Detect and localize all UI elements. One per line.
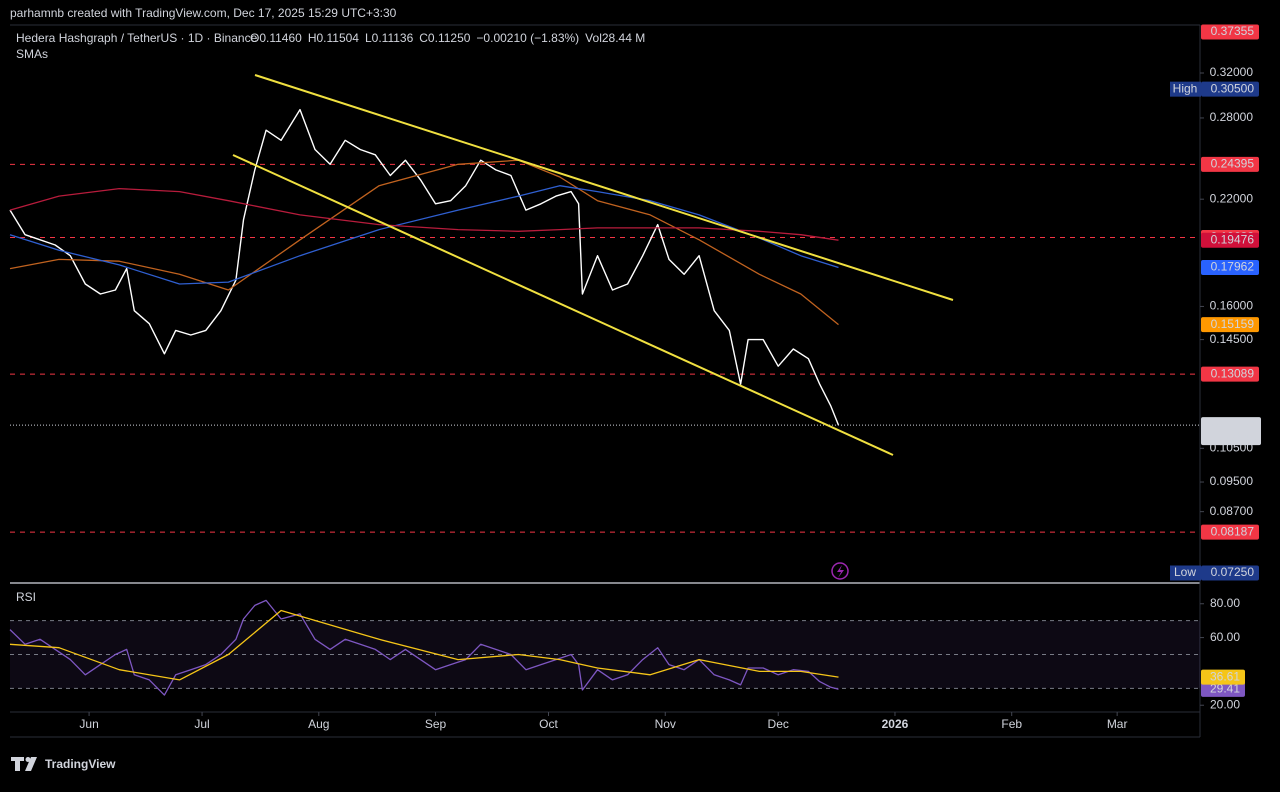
price-label-box xyxy=(1201,317,1259,333)
x-tick-label: Sep xyxy=(425,717,447,731)
rsi-value-label: 36.61 xyxy=(1210,669,1240,683)
logo-mark xyxy=(25,757,37,771)
brand-logo: TradingView xyxy=(11,757,116,771)
trendline xyxy=(232,154,894,456)
x-tick-label: 2026 xyxy=(882,717,909,731)
plot-layer: O0.11460 H0.11504 L0.11136 C0.11250 −0.00210… xyxy=(9,24,1261,731)
y-tick-label: 0.16000 xyxy=(1210,299,1254,313)
price-label-box xyxy=(1201,24,1259,40)
price-label: 0.08187 xyxy=(1211,524,1255,538)
x-tick-label: Mar xyxy=(1107,717,1128,731)
x-tick-label: Dec xyxy=(768,717,789,731)
price-label: 0.37355 xyxy=(1211,24,1255,38)
y-tick-label: 0.32000 xyxy=(1210,65,1254,79)
y-tick-label: 0.14500 xyxy=(1210,332,1254,346)
rsi-title: RSI xyxy=(16,590,36,604)
series-line xyxy=(9,185,839,285)
x-tick-label: Feb xyxy=(1001,717,1022,731)
price-label: 0.17962 xyxy=(1211,260,1255,274)
series-line xyxy=(9,108,840,426)
frame xyxy=(10,24,1201,738)
ohlc-value: −0.00210 (−1.83%) xyxy=(476,31,579,45)
series-line xyxy=(9,609,839,681)
price-label-box xyxy=(1201,232,1259,248)
rsi-value-box xyxy=(1201,669,1245,685)
price-label: 0.19476 xyxy=(1211,232,1255,246)
y-tick-label: 20.00 xyxy=(1210,697,1240,711)
countdown: 12:00:46 xyxy=(1210,430,1257,444)
price-label-box xyxy=(1201,565,1259,581)
y-tick-label: 0.22000 xyxy=(1210,191,1254,205)
price-label-box xyxy=(1201,259,1259,275)
ohlc-value: L0.11136 xyxy=(365,31,414,45)
price-label: 0.30500 xyxy=(1211,81,1255,95)
ohlc-value: O0.11460 xyxy=(250,31,302,45)
event-circle xyxy=(831,562,849,580)
price-label: 0.13089 xyxy=(1211,366,1255,380)
trendline xyxy=(254,74,954,301)
last-price-label: 0.11250 xyxy=(1212,417,1255,431)
price-label: 0.24395 xyxy=(1211,157,1255,171)
x-tick-label: Aug xyxy=(308,717,329,731)
x-tick-label: Oct xyxy=(539,717,558,731)
event-icon xyxy=(831,562,849,580)
price-label-box xyxy=(1201,366,1259,382)
price-label-box xyxy=(1201,81,1259,97)
x-tick-label: Jul xyxy=(194,717,209,731)
y-tick-label: 0.08700 xyxy=(1210,504,1254,518)
indicator-label: SMAs xyxy=(16,47,48,61)
series-line xyxy=(9,599,839,696)
rsi-value-label: 29.41 xyxy=(1210,681,1240,695)
price-label: 0.15159 xyxy=(1211,317,1255,331)
logo-mark xyxy=(11,757,24,771)
series-line xyxy=(9,187,839,241)
last-price-box xyxy=(1201,417,1261,446)
price-tag: High xyxy=(1173,81,1198,95)
y-tick-label: 0.28000 xyxy=(1210,110,1254,124)
brand-name: TradingView xyxy=(45,757,116,771)
header-text: parhamnb created with TradingView.com, D… xyxy=(10,6,397,20)
price-label: 0.07250 xyxy=(1211,565,1255,579)
y-tick-label: 0.09500 xyxy=(1210,474,1254,488)
ohlc-value: Vol28.44 M xyxy=(585,31,645,45)
price-label-box xyxy=(1201,524,1259,540)
price-tag: Low xyxy=(1174,565,1196,579)
ohlc-value: H0.11504 xyxy=(308,31,359,45)
y-tick-label: 60.00 xyxy=(1210,630,1240,644)
y-tick-label: 80.00 xyxy=(1210,596,1240,610)
ohlc-value: C0.11250 xyxy=(419,31,470,45)
logo-mark xyxy=(25,757,31,762)
trendlines xyxy=(232,74,954,456)
price-tag-box xyxy=(1170,81,1201,97)
x-tick-label: Jun xyxy=(79,717,98,731)
rsi-value-box xyxy=(1201,681,1245,697)
event-bolt xyxy=(837,565,844,578)
price-label-box xyxy=(1201,156,1259,172)
price-tag-box xyxy=(1170,565,1201,581)
symbol-title: Hedera Hashgraph / TetherUS · 1D · Binan… xyxy=(16,31,258,45)
series-line xyxy=(9,159,839,326)
x-tick-label: Nov xyxy=(655,717,676,731)
